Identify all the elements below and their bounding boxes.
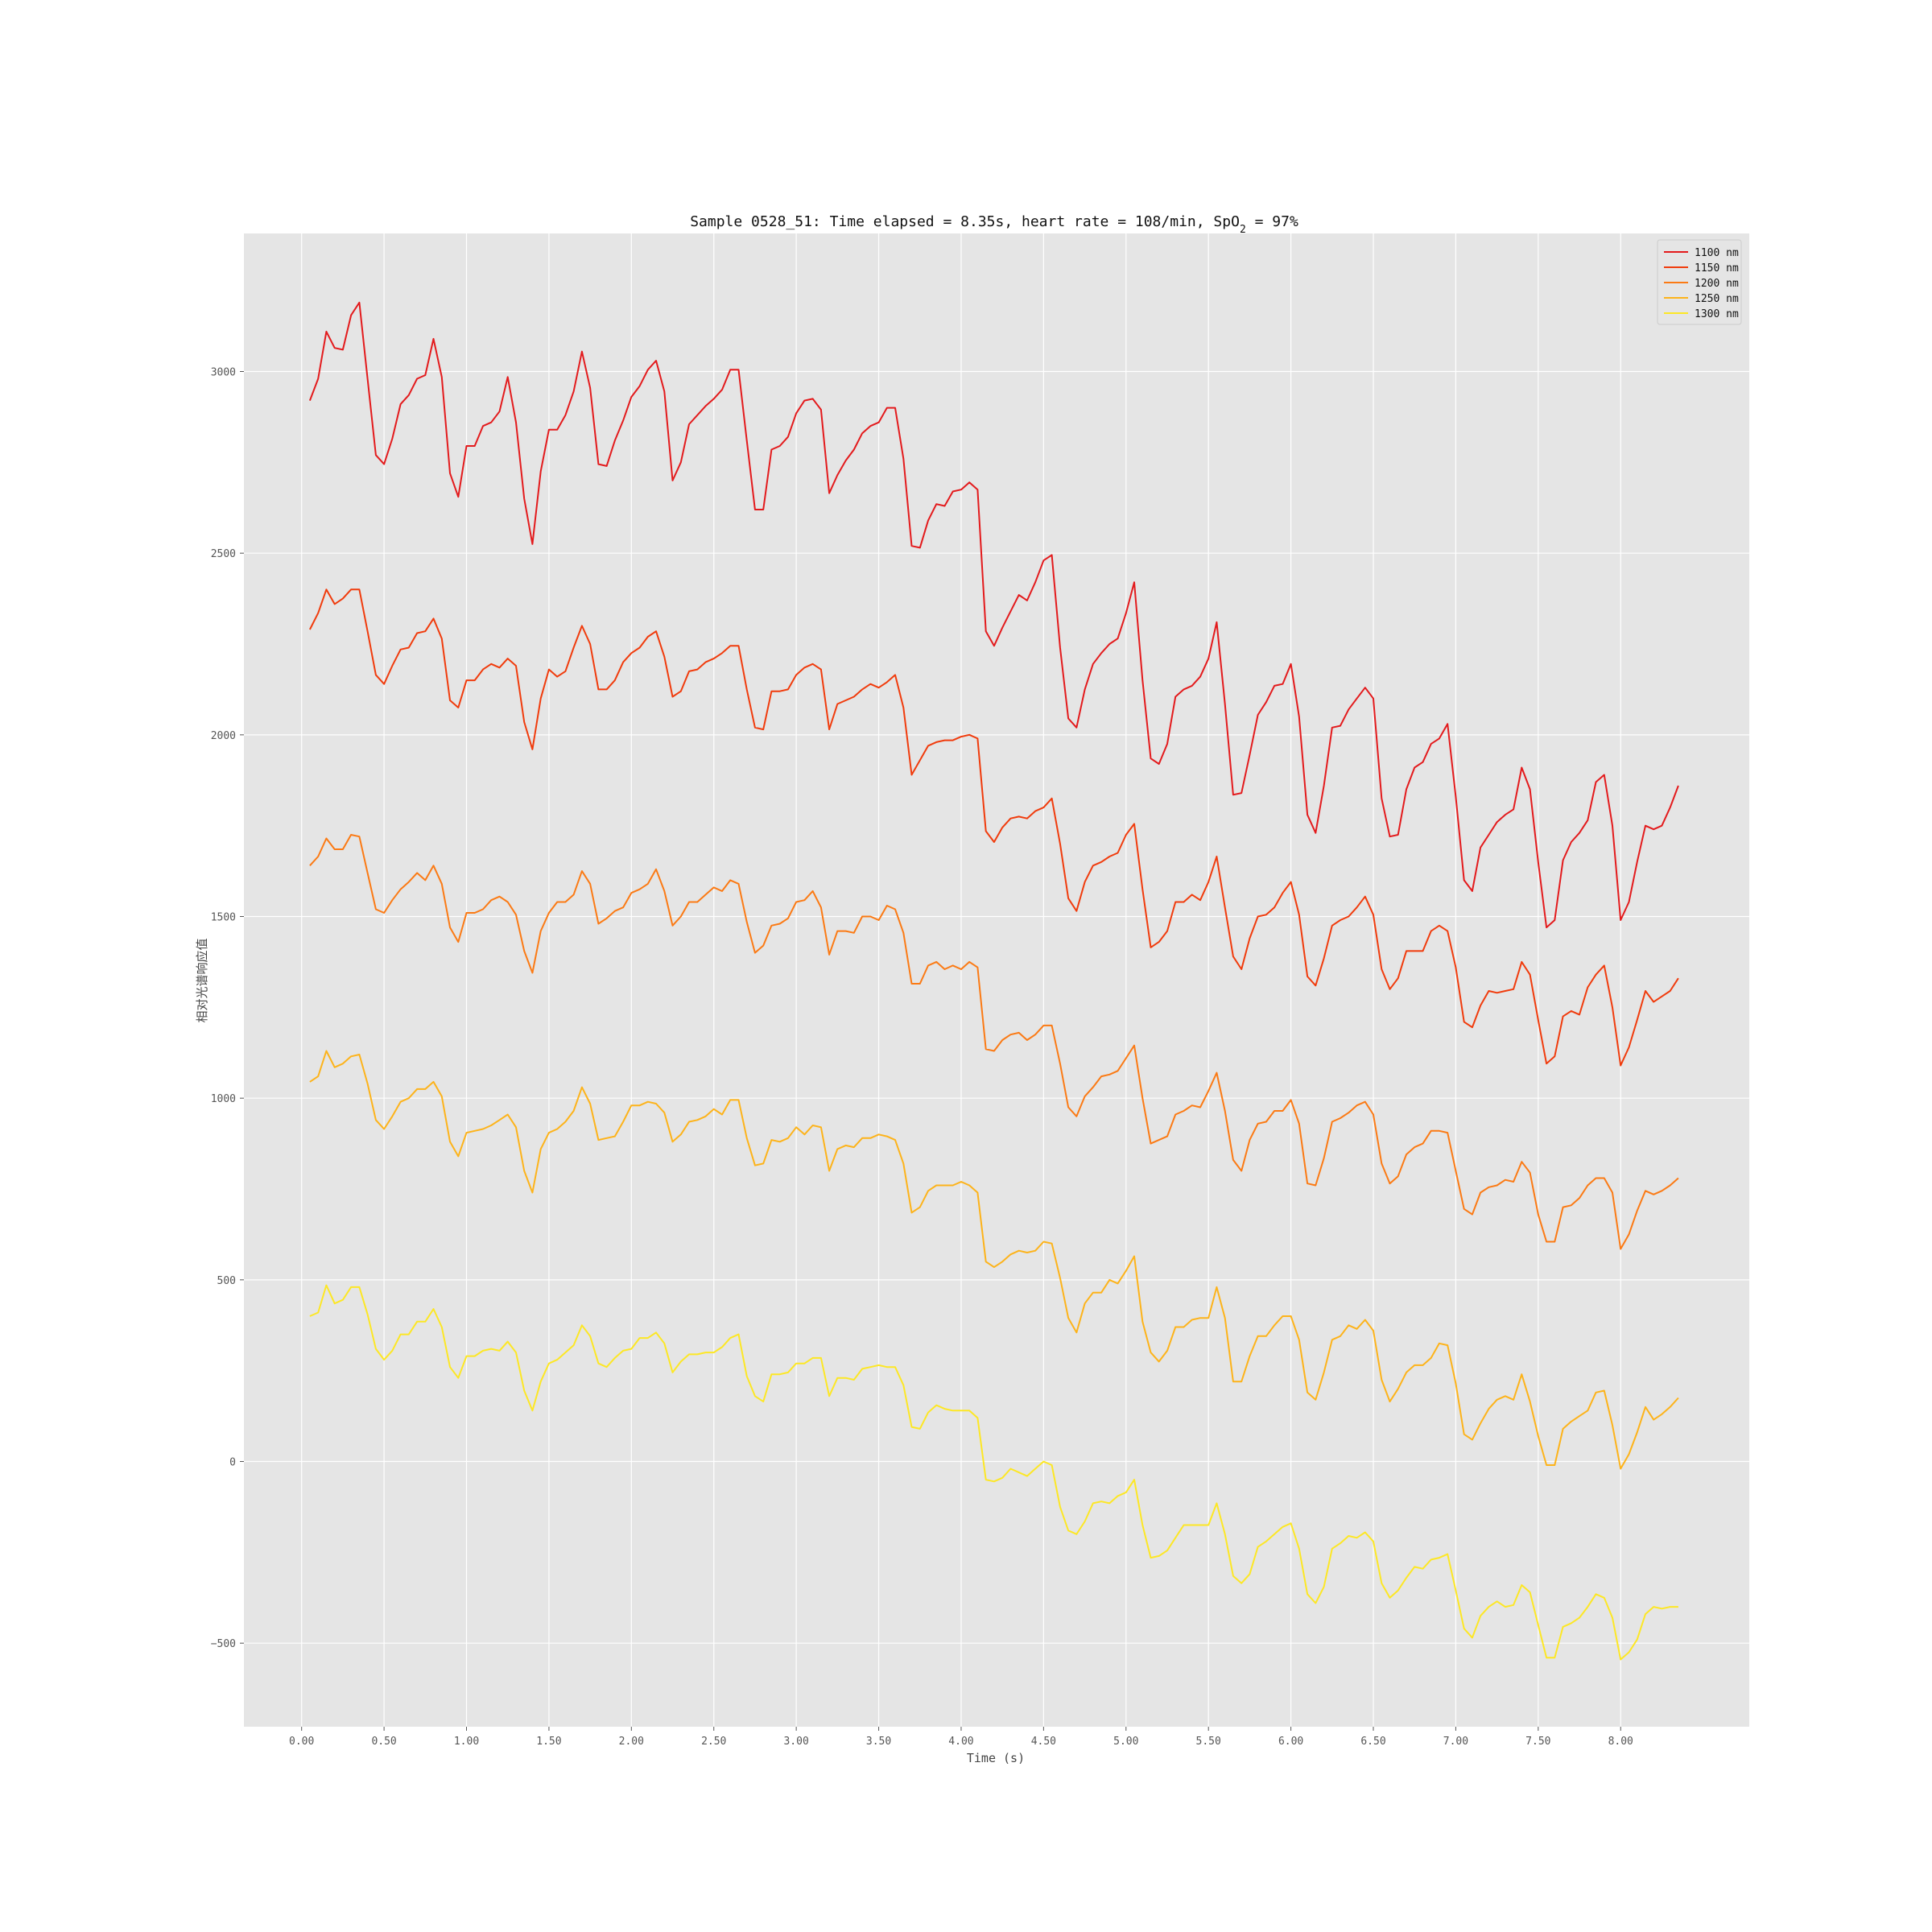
- legend-item: 1200 nm: [1664, 278, 1739, 290]
- plot-area: [244, 233, 1749, 1727]
- y-tick-label: −500: [211, 1638, 236, 1650]
- x-tick-label: 3.50: [866, 1736, 891, 1748]
- x-tick-label: 6.00: [1278, 1736, 1303, 1748]
- x-tick-label: 4.00: [948, 1736, 973, 1748]
- y-tick-label: 1500: [211, 912, 236, 924]
- title-main: Sample 0528_51: Time elapsed = 8.35s, he…: [690, 213, 1240, 230]
- series-line-1250-nm: [309, 1050, 1679, 1470]
- x-tick-label: 0.50: [371, 1736, 396, 1748]
- legend-label: 1100 nm: [1695, 247, 1739, 259]
- series-lines: [308, 301, 1679, 1661]
- x-tick-label: 7.00: [1443, 1736, 1468, 1748]
- title-suffix: = 97%: [1246, 213, 1298, 230]
- y-axis-label: 相对光谱响应值: [195, 938, 209, 1022]
- x-tick-label: 3.00: [783, 1736, 808, 1748]
- x-tick-label: 5.50: [1196, 1736, 1221, 1748]
- x-tick-label: 5.00: [1113, 1736, 1138, 1748]
- x-tick-label: 2.50: [701, 1736, 726, 1748]
- legend-label: 1300 nm: [1695, 308, 1739, 320]
- legend-item: 1250 nm: [1664, 293, 1739, 305]
- x-axis-label: Time (s): [967, 1751, 1025, 1765]
- legend-item: 1150 nm: [1664, 262, 1739, 275]
- x-tick-label: 6.50: [1360, 1736, 1385, 1748]
- legend-label: 1200 nm: [1695, 278, 1739, 290]
- series-line-1150-nm: [309, 588, 1679, 1067]
- series-line-1100-nm: [308, 301, 1679, 929]
- y-tick-label: 500: [217, 1275, 236, 1287]
- legend-label: 1250 nm: [1695, 293, 1739, 305]
- y-tick-label: 3000: [211, 367, 236, 379]
- y-tick-label: 1000: [211, 1093, 236, 1105]
- legend-label: 1150 nm: [1695, 262, 1739, 275]
- y-tick-label: 0: [229, 1457, 236, 1469]
- x-tick-label: 8.00: [1608, 1736, 1633, 1748]
- x-tick-label: 7.50: [1525, 1736, 1550, 1748]
- y-tick-label: 2500: [211, 548, 236, 560]
- x-tick-label: 2.00: [619, 1736, 644, 1748]
- legend-item: 1300 nm: [1664, 308, 1739, 320]
- x-tick-label: 1.50: [536, 1736, 561, 1748]
- legend-box: [1657, 239, 1742, 325]
- x-axis-ticks: 0.00 0.50 1.00 1.50 2.00 2.50 3.00 3.50 4.00 4.50…: [289, 1727, 1633, 1748]
- x-tick-label: 4.50: [1031, 1736, 1056, 1748]
- series-line-1200-nm: [309, 834, 1679, 1250]
- series-line-1300-nm: [309, 1284, 1678, 1661]
- legend-item: 1100 nm: [1664, 247, 1739, 259]
- chart-title: Sample 0528_51: Time elapsed = 8.35s, he…: [690, 213, 1298, 236]
- y-axis-ticks: −500 0 500 1000 1500 2000 2500 3000: [211, 367, 244, 1650]
- legend: 1100 nm 1150 nm 1200 nm 1250 nm 1300 nm: [1657, 239, 1742, 325]
- x-tick-label: 1.00: [454, 1736, 479, 1748]
- title-subscript: 2: [1240, 224, 1246, 236]
- y-tick-label: 2000: [211, 730, 236, 742]
- x-tick-label: 0.00: [289, 1736, 314, 1748]
- grid-lines: [244, 233, 1749, 1727]
